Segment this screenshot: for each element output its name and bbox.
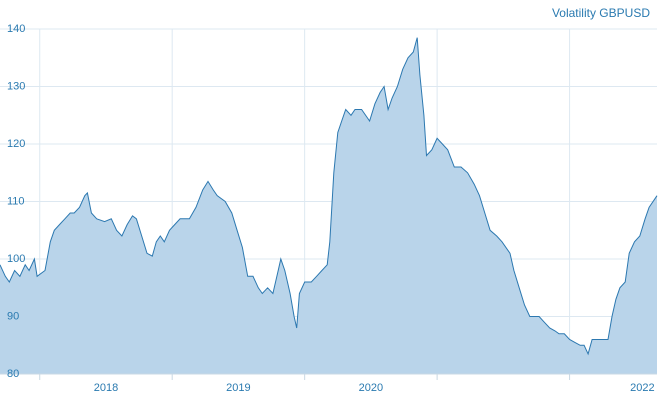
y-tick-label: 130 <box>7 80 25 92</box>
x-tick-label: 2022 <box>630 382 654 394</box>
y-tick-label: 110 <box>7 195 25 207</box>
y-tick-label: 140 <box>7 23 25 35</box>
y-tick-label: 100 <box>7 253 25 265</box>
line <box>0 37 658 356</box>
y-tick-label: 80 <box>7 368 19 380</box>
y-tick-label: 90 <box>7 310 19 322</box>
chart-title: Volatility GBPUSD <box>552 6 650 20</box>
x-tick-label: 2018 <box>94 382 118 394</box>
area-fill <box>0 37 657 374</box>
x-tick-label: 2019 <box>226 382 250 394</box>
y-tick-label: 120 <box>7 138 25 150</box>
x-tick-label: 2020 <box>359 382 383 394</box>
